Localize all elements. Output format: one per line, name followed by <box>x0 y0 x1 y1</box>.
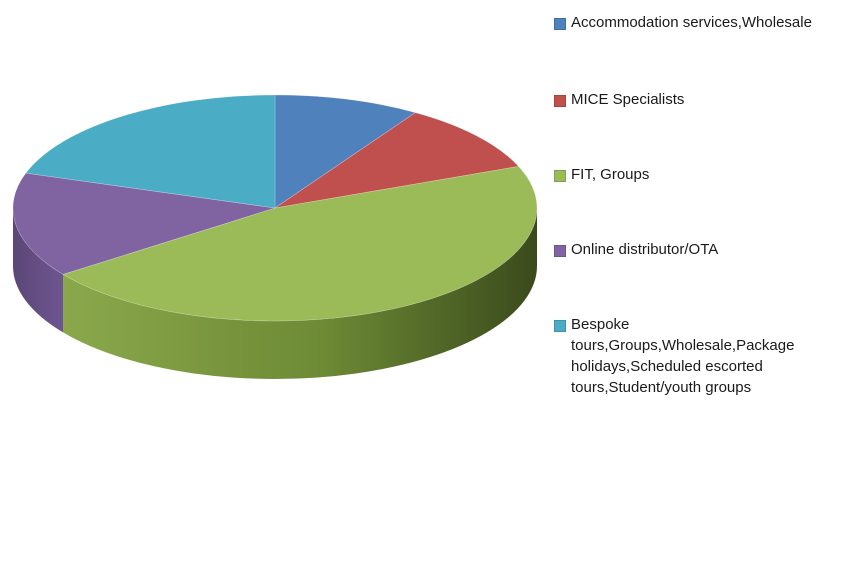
pie-side-fit-groups <box>63 208 538 379</box>
pie-tops <box>12 94 538 322</box>
pie-slice-mice <box>274 112 520 209</box>
legend-label-accommodation: Accommodation services,Wholesale <box>571 14 812 31</box>
pie-side-online-ota <box>13 208 64 333</box>
pie-sides <box>13 208 538 379</box>
legend-swatch-bespoke <box>554 320 566 332</box>
legend-swatch-accommodation <box>554 18 566 30</box>
pie-slice-accommodation <box>274 94 417 209</box>
pie-slice-online-ota <box>12 172 276 275</box>
pie-chart <box>12 94 538 379</box>
legend-swatch-fit-groups <box>554 170 566 182</box>
legend-label-bespoke: Bespoke tours,Groups,Wholesale,Package h… <box>571 316 795 396</box>
legend-label-fit-groups: FIT, Groups <box>571 166 650 183</box>
pie-slice-bespoke <box>25 94 276 209</box>
pie-slice-fit-groups <box>62 166 538 322</box>
legend-label-mice: MICE Specialists <box>571 91 685 108</box>
legend-swatch-online-ota <box>554 245 566 257</box>
legend-swatch-mice <box>554 95 566 107</box>
legend-label-online-ota: Online distributor/OTA <box>571 241 719 258</box>
